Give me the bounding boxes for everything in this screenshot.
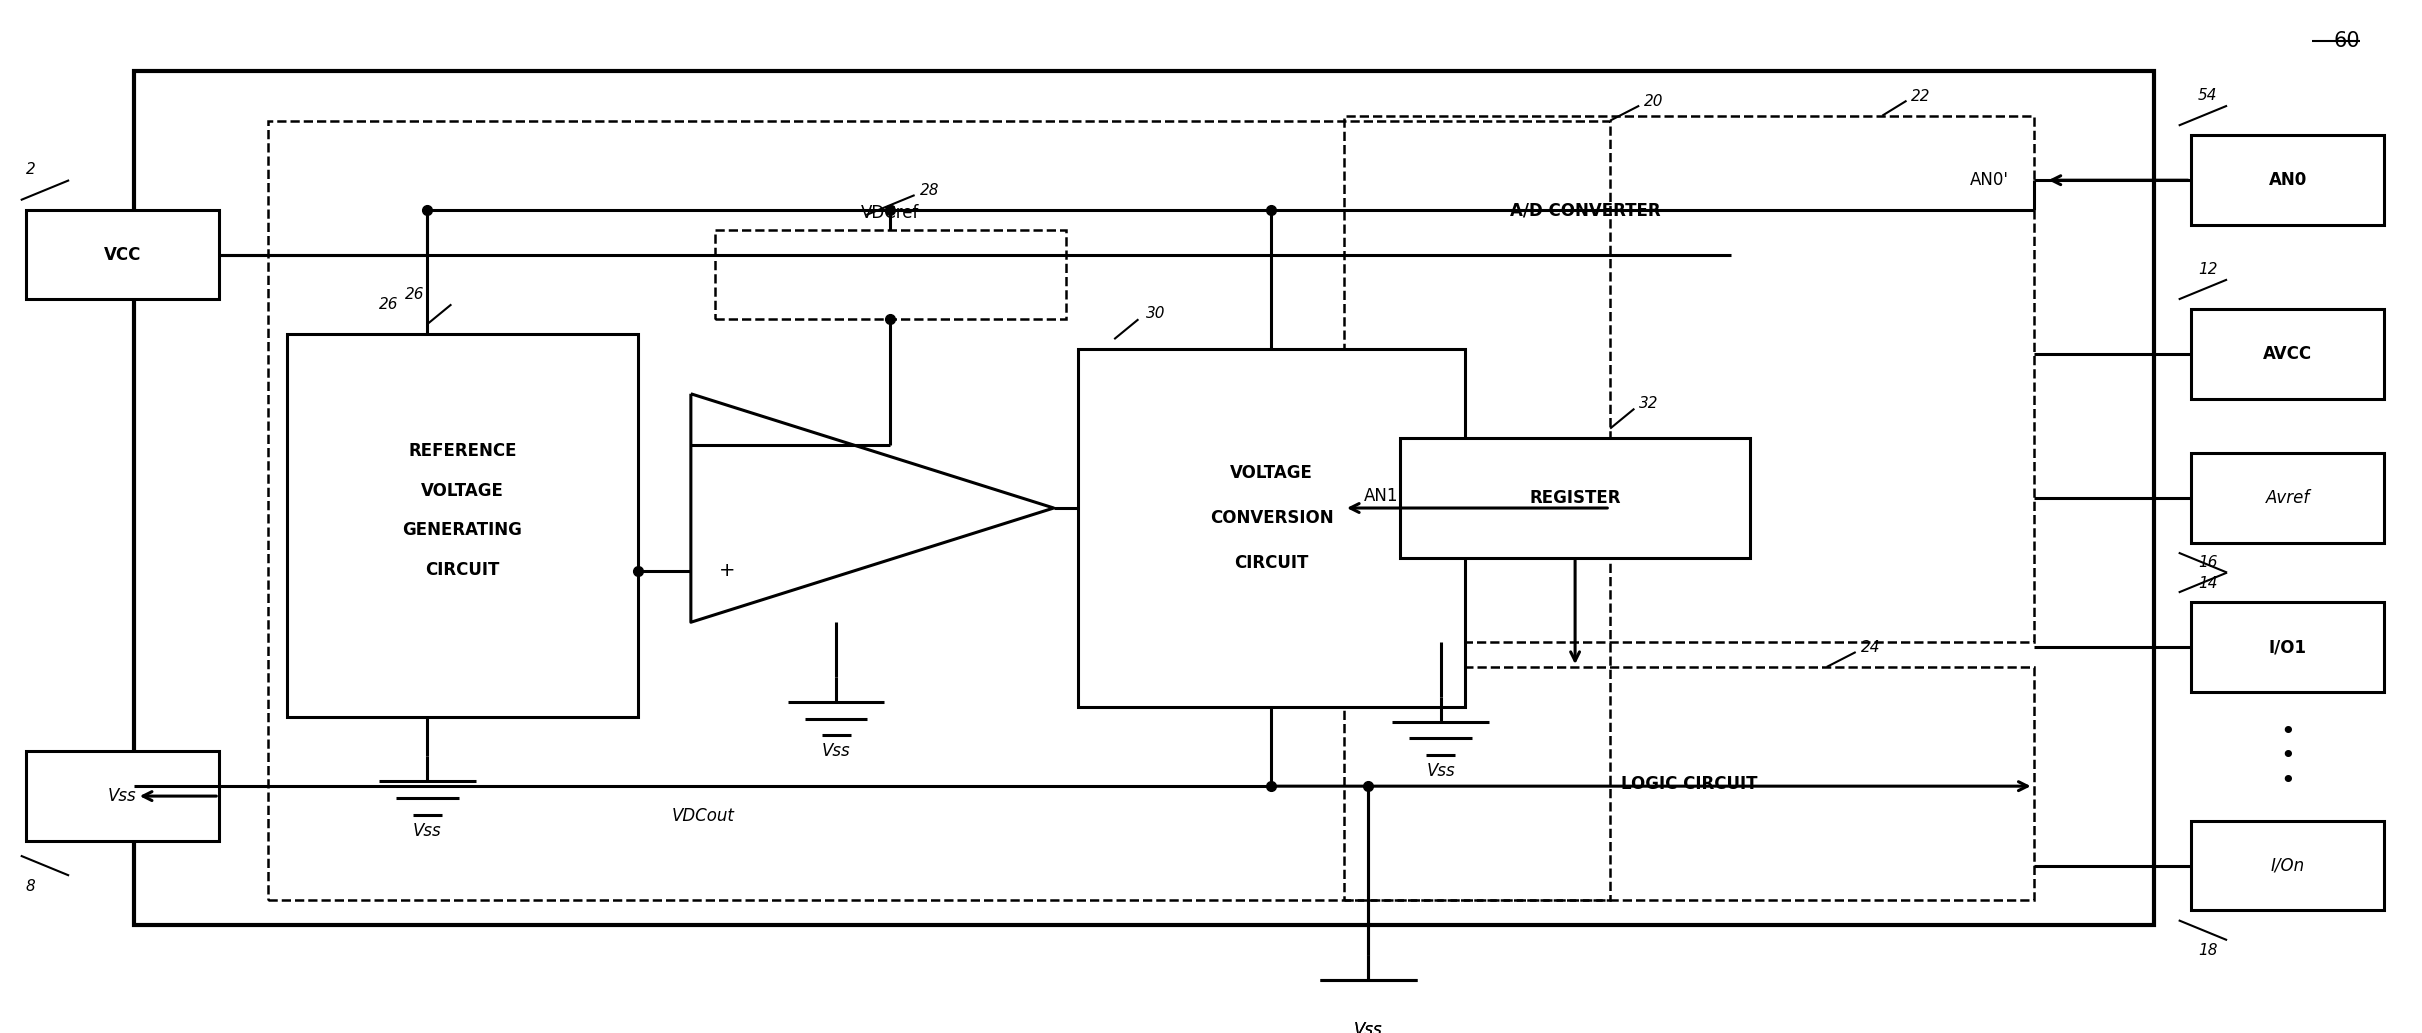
Text: 60: 60	[2332, 31, 2359, 52]
Text: Vss: Vss	[412, 822, 441, 840]
Text: Vss: Vss	[1354, 1021, 1383, 1033]
Text: LOGIC CIRCUIT: LOGIC CIRCUIT	[1620, 775, 1756, 792]
Text: GENERATING: GENERATING	[402, 522, 523, 539]
Bar	[136, 71, 2156, 926]
Text: 32: 32	[1640, 396, 1659, 411]
Text: 28: 28	[920, 183, 940, 198]
Text: Vss: Vss	[1427, 762, 1456, 780]
Text: I/On: I/On	[2269, 856, 2306, 875]
Bar	[1344, 667, 2034, 901]
Text: AVCC: AVCC	[2262, 345, 2313, 363]
Text: 8: 8	[27, 878, 36, 894]
Text: AN0: AN0	[2269, 171, 2306, 189]
Text: VDCout: VDCout	[671, 807, 734, 825]
Text: 16: 16	[2199, 555, 2219, 569]
Text: 26: 26	[378, 296, 397, 312]
Text: AN1': AN1'	[1364, 487, 1402, 505]
Text: REFERENCE: REFERENCE	[407, 442, 516, 460]
Text: VOLTAGE: VOLTAGE	[1230, 464, 1313, 482]
Bar	[714, 230, 1066, 319]
Bar	[286, 334, 637, 717]
Text: VCC: VCC	[104, 246, 140, 263]
Bar	[1078, 349, 1465, 707]
Bar	[266, 121, 1611, 901]
Bar	[2192, 135, 2383, 225]
Text: 2: 2	[27, 162, 36, 178]
Bar	[2192, 602, 2383, 692]
Text: 20: 20	[1645, 94, 1664, 108]
Text: 30: 30	[1146, 306, 1165, 321]
Text: A/D CONVERTER: A/D CONVERTER	[1509, 201, 1661, 219]
Text: CIRCUIT: CIRCUIT	[1235, 554, 1308, 571]
Bar	[1344, 116, 2034, 643]
Text: Vss: Vss	[109, 787, 136, 805]
Text: •: •	[2279, 720, 2296, 744]
Text: 24: 24	[1860, 640, 1879, 655]
Text: I/O1: I/O1	[2269, 638, 2306, 656]
Text: CIRCUIT: CIRCUIT	[426, 561, 499, 580]
Text: Avref: Avref	[2265, 489, 2311, 507]
Text: 12: 12	[2199, 261, 2219, 277]
Text: REGISTER: REGISTER	[1528, 489, 1620, 507]
Text: 26: 26	[404, 287, 424, 303]
Text: 18: 18	[2199, 943, 2219, 959]
Bar	[27, 751, 218, 841]
Text: 54: 54	[2199, 88, 2219, 102]
Text: +: +	[719, 561, 736, 581]
Text: VDCref: VDCref	[862, 204, 920, 222]
Text: CONVERSION: CONVERSION	[1209, 509, 1332, 527]
Text: 22: 22	[1911, 89, 1930, 103]
Text: Vss: Vss	[821, 743, 850, 760]
Bar	[2192, 453, 2383, 542]
Text: 14: 14	[2199, 575, 2219, 591]
Bar	[2192, 309, 2383, 399]
Text: VOLTAGE: VOLTAGE	[421, 481, 504, 500]
Bar	[1400, 438, 1751, 558]
Bar	[27, 210, 218, 300]
Bar	[2192, 821, 2383, 910]
Text: Vss: Vss	[1354, 1021, 1383, 1033]
Text: −: −	[719, 436, 736, 455]
Text: AN0': AN0'	[1972, 171, 2010, 189]
Text: •: •	[2279, 745, 2296, 769]
Text: •: •	[2279, 770, 2296, 793]
